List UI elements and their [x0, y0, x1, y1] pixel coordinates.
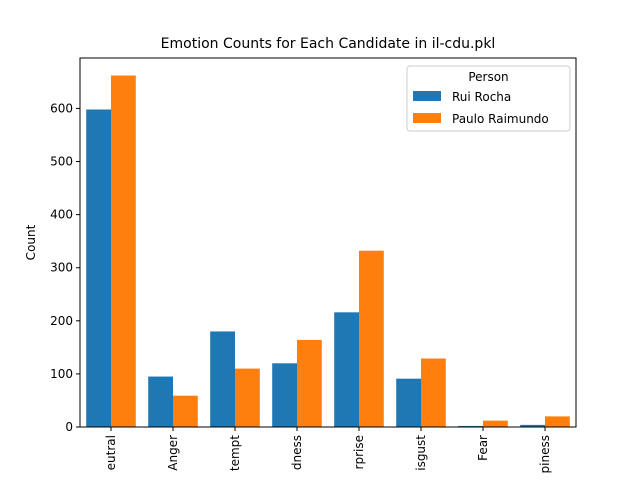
- chart-title: Emotion Counts for Each Candidate in il-…: [161, 36, 496, 52]
- x-tick-label: eutral: [104, 435, 118, 470]
- bar-paulo-raimundo-disgust: [421, 358, 446, 427]
- y-tick-label: 300: [50, 261, 73, 275]
- legend-swatch: [413, 113, 441, 123]
- bar-paulo-raimundo-sadness: [297, 339, 322, 427]
- y-axis-title: Count: [24, 224, 38, 260]
- bar-rui-rocha-neutral: [86, 109, 111, 427]
- bar-rui-rocha-fear: [458, 425, 483, 427]
- bar-rui-rocha-disgust: [396, 378, 421, 427]
- x-tick-label: Fear: [476, 435, 490, 461]
- y-tick-label: 100: [50, 367, 73, 381]
- bar-rui-rocha-happiness: [520, 424, 545, 427]
- bar-rui-rocha-contempt: [210, 331, 235, 427]
- bar-paulo-raimundo-contempt: [235, 368, 260, 427]
- bar-paulo-raimundo-neutral: [111, 75, 136, 428]
- legend-title: Person: [468, 70, 508, 84]
- bar-rui-rocha-surprise: [334, 312, 359, 427]
- legend-swatch: [413, 91, 441, 101]
- x-tick-label: rprise: [352, 435, 366, 469]
- bar-rui-rocha-anger: [148, 376, 173, 427]
- x-tick-label: piness: [538, 435, 552, 473]
- x-tick-label: tempt: [228, 435, 242, 471]
- legend-label: Rui Rocha: [452, 90, 511, 104]
- legend-box: [406, 65, 571, 132]
- bar-rui-rocha-sadness: [272, 363, 297, 427]
- legend-label: Paulo Raimundo: [452, 112, 549, 126]
- plot-frame: [79, 57, 577, 428]
- y-tick-label: 400: [50, 208, 73, 222]
- legend: Person Rui Rocha Paulo Raimundo: [406, 65, 571, 132]
- bar-paulo-raimundo-fear: [483, 420, 508, 427]
- y-tick-label: 0: [65, 420, 73, 434]
- x-tick-label: Anger: [166, 435, 180, 471]
- bar-paulo-raimundo-surprise: [359, 250, 384, 427]
- axes-group: 0 100 200 300 400 500 600 Count eutral Anger tempt…: [24, 57, 577, 473]
- y-tick-label: 200: [50, 314, 73, 328]
- x-tick-label: isgust: [414, 435, 428, 471]
- bar-paulo-raimundo-happiness: [545, 416, 570, 427]
- bars-group: [86, 75, 570, 428]
- y-tick-label: 600: [50, 101, 73, 115]
- x-tick-label: dness: [290, 435, 304, 470]
- bar-paulo-raimundo-anger: [173, 395, 198, 427]
- y-tick-label: 500: [50, 155, 73, 169]
